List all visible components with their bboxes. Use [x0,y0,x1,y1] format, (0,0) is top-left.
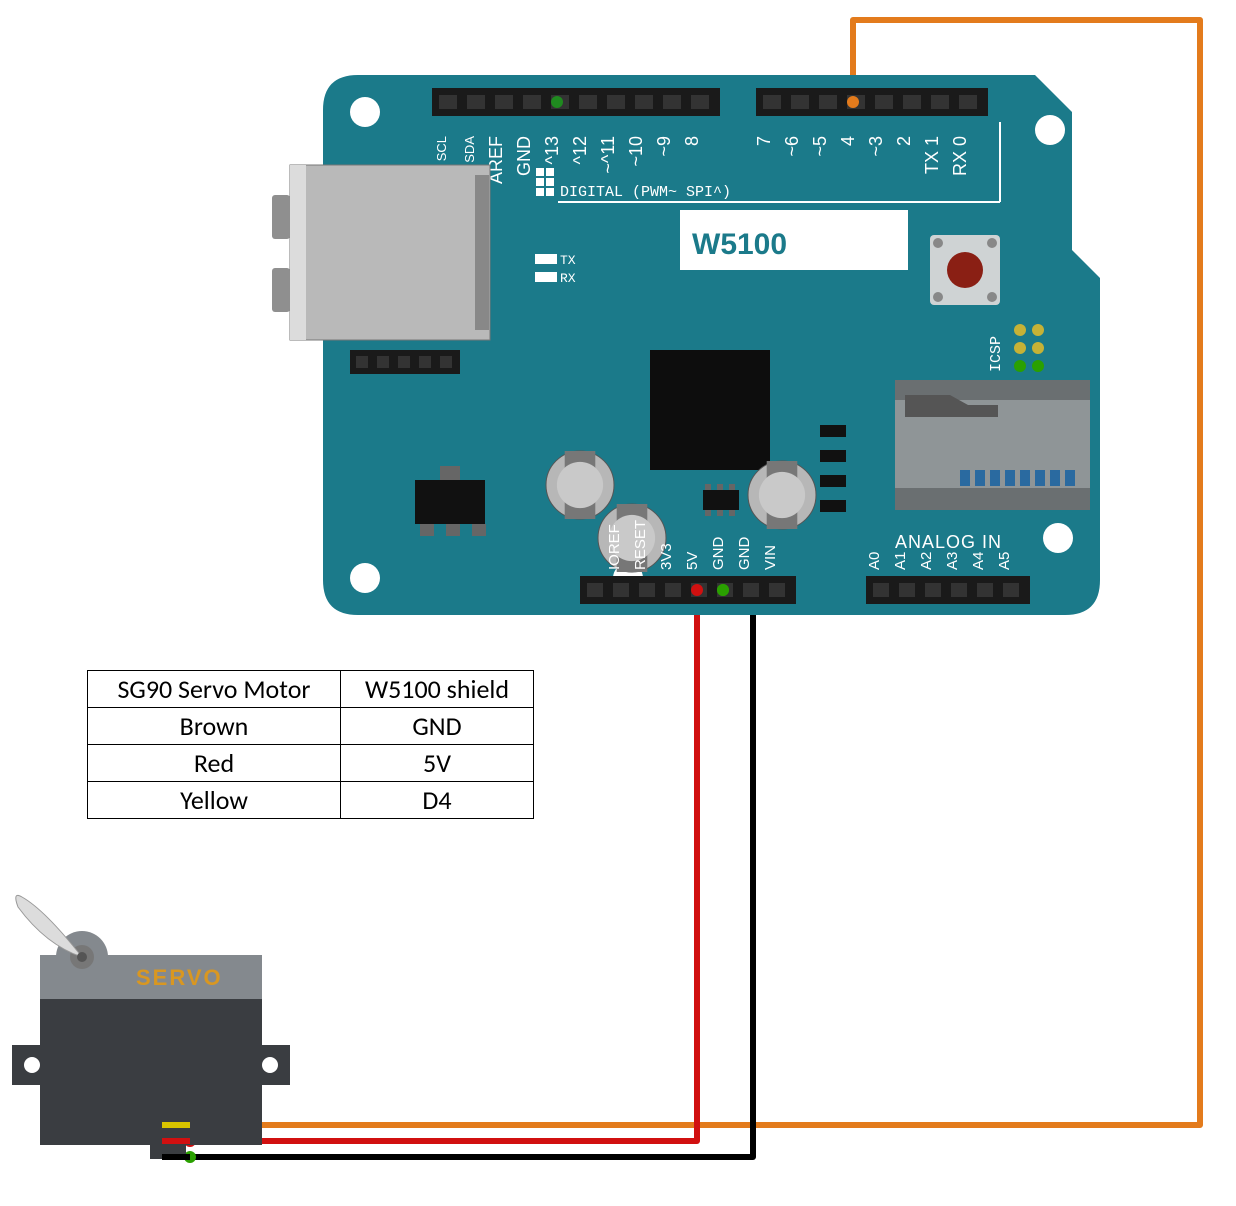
analog-in-label: ANALOG IN [895,532,1002,552]
digital-header-right [756,88,988,116]
servo-body [40,985,262,1145]
pin-label: ^12 [570,136,590,164]
pin-label: TX 1 [922,136,942,174]
pin-label: ~3 [866,136,886,157]
pin-label: ~10 [626,136,646,167]
pin-label: ~9 [654,136,674,157]
w5100-chip [650,350,770,470]
analog-pin-label: A0 [866,552,883,570]
table-cell: 5V [341,745,534,782]
voltage-regulator [415,480,485,524]
shield-model-label: W5100 [692,228,787,261]
pin-label: RX 0 [950,136,970,176]
digital-row-label: DIGITAL (PWM~ SPI^) [560,184,731,201]
power-header [580,576,796,604]
power-pin-label: GND [736,537,753,571]
analog-pin-label: A4 [970,552,987,570]
rx-led-label: RX [560,271,576,286]
shield-ethernet-label: ETHERNET [803,218,903,237]
analog-pin-label: A3 [944,552,961,570]
tx-led-label: TX [560,253,576,268]
power-pin-label: 5V [684,552,701,570]
pin-label: 7 [754,136,774,146]
pin-label: ~6 [782,136,802,157]
table-cell: Brown [88,708,341,745]
pin-label: SCL [434,136,449,161]
servo-label: SERVO [136,965,223,990]
ethernet-jack[interactable] [290,165,490,340]
pin-label: SDA [462,136,477,163]
pin-label: ^13 [542,136,562,164]
power-pin-label: IOREF [606,524,623,570]
table-header-cell: SG90 Servo Motor [88,671,341,708]
pin-label: 4 [838,136,858,146]
servo-horn [16,895,82,957]
pin-label: 8 [682,136,702,146]
power-pin-label: RESET [632,520,649,570]
pin-label: GND [514,136,534,176]
analog-pin-label: A5 [996,552,1013,570]
power-pin-label: 3V3 [658,543,675,570]
table-header-cell: W5100 shield [341,671,534,708]
icsp-label: ICSP [988,336,1005,372]
power-pin-label: GND [710,537,727,571]
table-cell: Yellow [88,782,341,819]
pin-label: 2 [894,136,914,146]
shield-shield-label: SHIELD [820,243,888,262]
pin-label: ~^11 [598,136,618,174]
pin-label: ~5 [810,136,830,157]
analog-pin-label: A1 [892,552,909,570]
power-pin-label: VIN [762,545,779,570]
pin-mapping-table: SG90 Servo MotorW5100 shieldBrownGNDRed5… [87,670,534,819]
table-cell: D4 [341,782,534,819]
table-cell: Red [88,745,341,782]
table-cell: GND [341,708,534,745]
analog-pin-label: A2 [918,552,935,570]
